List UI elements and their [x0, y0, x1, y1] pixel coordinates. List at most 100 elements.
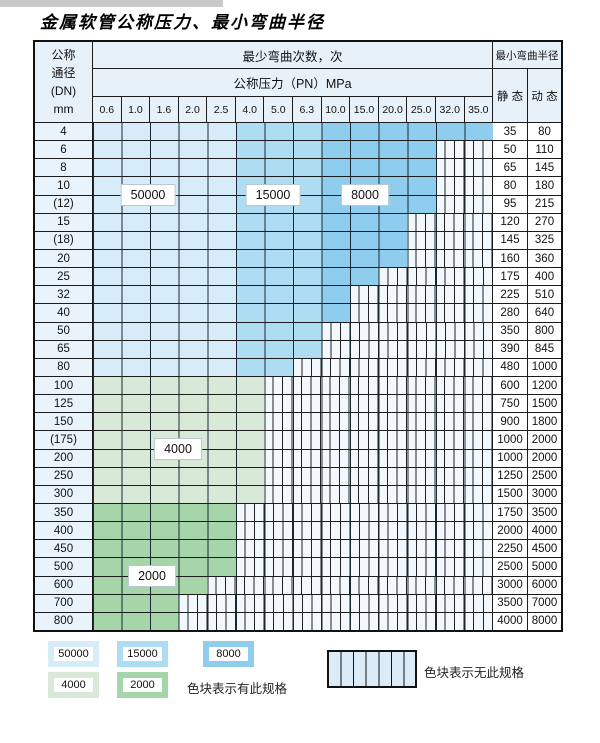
- static-radius-value: 600: [493, 376, 528, 395]
- static-radius-value: 3000: [493, 576, 528, 594]
- static-radius-value: 35: [493, 123, 528, 141]
- static-radius-value: 480: [493, 358, 528, 376]
- dn-header-line: (DN): [50, 84, 77, 98]
- zone-8000-cells: [321, 123, 493, 141]
- pressure-availability-cells: [93, 213, 493, 231]
- table-row-dn-50: 50 350 800: [35, 322, 561, 341]
- no-spec-hatch-cells: [235, 540, 492, 558]
- no-spec-hatch-cells: [207, 576, 492, 594]
- zone-50000-cells: [93, 286, 236, 304]
- dynamic-radius-value: 640: [528, 304, 561, 322]
- dynamic-radius-value: 110: [528, 141, 561, 159]
- pressure-availability-cells: [93, 449, 493, 467]
- zone-2000-cells: [93, 540, 236, 558]
- zone-50000-cells: [93, 213, 236, 231]
- zone-15000-cells: [235, 304, 322, 322]
- zone-8000-cells: [321, 141, 436, 159]
- table-row-dn-300: 300 1500 3000: [35, 485, 561, 504]
- legend-available-note: 色块表示有此规格: [187, 682, 288, 696]
- no-spec-hatch-cells: [350, 304, 492, 322]
- pressure-col-35.0: 35.0: [468, 103, 489, 116]
- zone-50000-cells: [93, 268, 236, 286]
- static-radius-value: 145: [493, 231, 528, 249]
- zone-8000-cells: [321, 159, 436, 177]
- dn-header-line: 通径: [51, 66, 76, 80]
- zone-15000-cells: [235, 340, 322, 358]
- pressure-availability-cells: [93, 467, 493, 485]
- dynamic-radius-value: 5000: [528, 558, 561, 576]
- zone-8000-cells: [321, 286, 351, 304]
- static-radius-value: 120: [493, 213, 528, 231]
- dynamic-radius-value: 80: [528, 123, 561, 141]
- static-radius-value: 900: [493, 413, 528, 431]
- zone-15000-cells: [235, 249, 322, 268]
- table-row-dn-500: 500 2500 5000: [35, 558, 561, 577]
- table-header: 公称 通径 (DN) mm 最少弯曲次数，次 公称压力（PN）MPa 0.6 1.0 1.…: [35, 42, 561, 122]
- radius-header: 最小弯曲半径: [493, 42, 561, 69]
- dynamic-radius-value: 7000: [528, 594, 561, 612]
- pressure-col-32.0: 32.0: [436, 97, 465, 122]
- pressure-availability-cells: [93, 231, 493, 249]
- zone-50000-cells: [93, 141, 236, 159]
- dynamic-radius-value: 845: [528, 340, 561, 358]
- dn-label-cell: (12): [35, 195, 93, 213]
- dynamic-radius-value: 800: [528, 322, 561, 340]
- static-radius-value: 280: [493, 304, 528, 322]
- dynamic-radius-value: 1800: [528, 413, 561, 431]
- spec-table: 公称 通径 (DN) mm 最少弯曲次数，次 公称压力（PN）MPa 0.6 1.0 1.…: [33, 40, 563, 632]
- zone-15000-cells: [235, 213, 322, 231]
- zone-4000-cells: [93, 467, 265, 485]
- pressure-availability-cells: [93, 322, 493, 340]
- dn-label-cell: 32: [35, 286, 93, 304]
- dynamic-radius-value: 3500: [528, 503, 561, 522]
- top-gray-bar: [0, 0, 223, 7]
- overlay-label-15000: 15000: [245, 184, 301, 206]
- table-row-dn-200: 200 1000 2000: [35, 449, 561, 468]
- table-row-dn-(18): (18) 145 325: [35, 231, 561, 250]
- zone-8000-cells: [321, 268, 379, 286]
- static-radius-value: 2000: [493, 522, 528, 540]
- overlay-label-2000: 2000: [128, 565, 176, 587]
- legend-no-spec-swatch: [327, 650, 417, 688]
- dn-label-cell: 40: [35, 304, 93, 322]
- table-row-dn-400: 400 2000 4000: [35, 522, 561, 541]
- pressure-col-10.0: 10.0: [322, 97, 351, 122]
- no-spec-hatch-cells: [407, 213, 492, 231]
- no-spec-hatch-cells: [235, 522, 492, 540]
- pressure-col-2.5: 2.5: [207, 97, 236, 122]
- static-radius-value: 3500: [493, 594, 528, 612]
- dynamic-radius-value: 6000: [528, 576, 561, 594]
- zone-50000-cells: [93, 249, 236, 268]
- header-middle: 最少弯曲次数，次 公称压力（PN）MPa 0.6 1.0 1.6 2.0 2.5 4.0 5…: [93, 42, 493, 122]
- pressure-availability-cells: [93, 485, 493, 503]
- legend-swatch-15000: 15000: [117, 641, 168, 667]
- dynamic-radius-value: 325: [528, 231, 561, 249]
- zone-4000-cells: [93, 485, 265, 503]
- zone-15000-cells: [235, 322, 322, 340]
- table-row-dn-125: 125 750 1500: [35, 395, 561, 414]
- dynamic-radius-value: 360: [528, 249, 561, 268]
- static-radius-value: 350: [493, 322, 528, 340]
- pressure-values-row: 0.6 1.0 1.6 2.0 2.5 4.0 5.0 6.3 10.0 15.0 20.0 25.0…: [93, 97, 492, 122]
- dynamic-radius-value: 4500: [528, 540, 561, 558]
- pressure-col-5.0: 5.0: [264, 97, 294, 122]
- table-row-dn-20: 20 160 360: [35, 249, 561, 269]
- static-radius-value: 175: [493, 268, 528, 286]
- zone-15000-cells: [235, 286, 322, 304]
- table-row-dn-32: 32 225 510: [35, 286, 561, 305]
- pressure-availability-cells: [93, 413, 493, 431]
- static-radius-value: 1000: [493, 431, 528, 449]
- zone-15000-cells: [235, 123, 322, 141]
- zone-4000-cells: [93, 395, 265, 413]
- dynamic-radius-value: 510: [528, 286, 561, 304]
- zone-4000-cells: [93, 376, 265, 395]
- pressure-availability-cells: [93, 540, 493, 558]
- overlay-label-4000: 4000: [154, 438, 202, 460]
- pressure-col-6.3: 6.3: [293, 97, 322, 122]
- no-spec-hatch-cells: [407, 249, 492, 268]
- dn-header-cell: 公称 通径 (DN) mm: [35, 42, 93, 122]
- zone-50000-cells: [93, 340, 236, 358]
- table-row-dn-40: 40 280 640: [35, 304, 561, 323]
- table-row-dn-700: 700 3500 7000: [35, 594, 561, 613]
- dn-label-cell: (175): [35, 431, 93, 449]
